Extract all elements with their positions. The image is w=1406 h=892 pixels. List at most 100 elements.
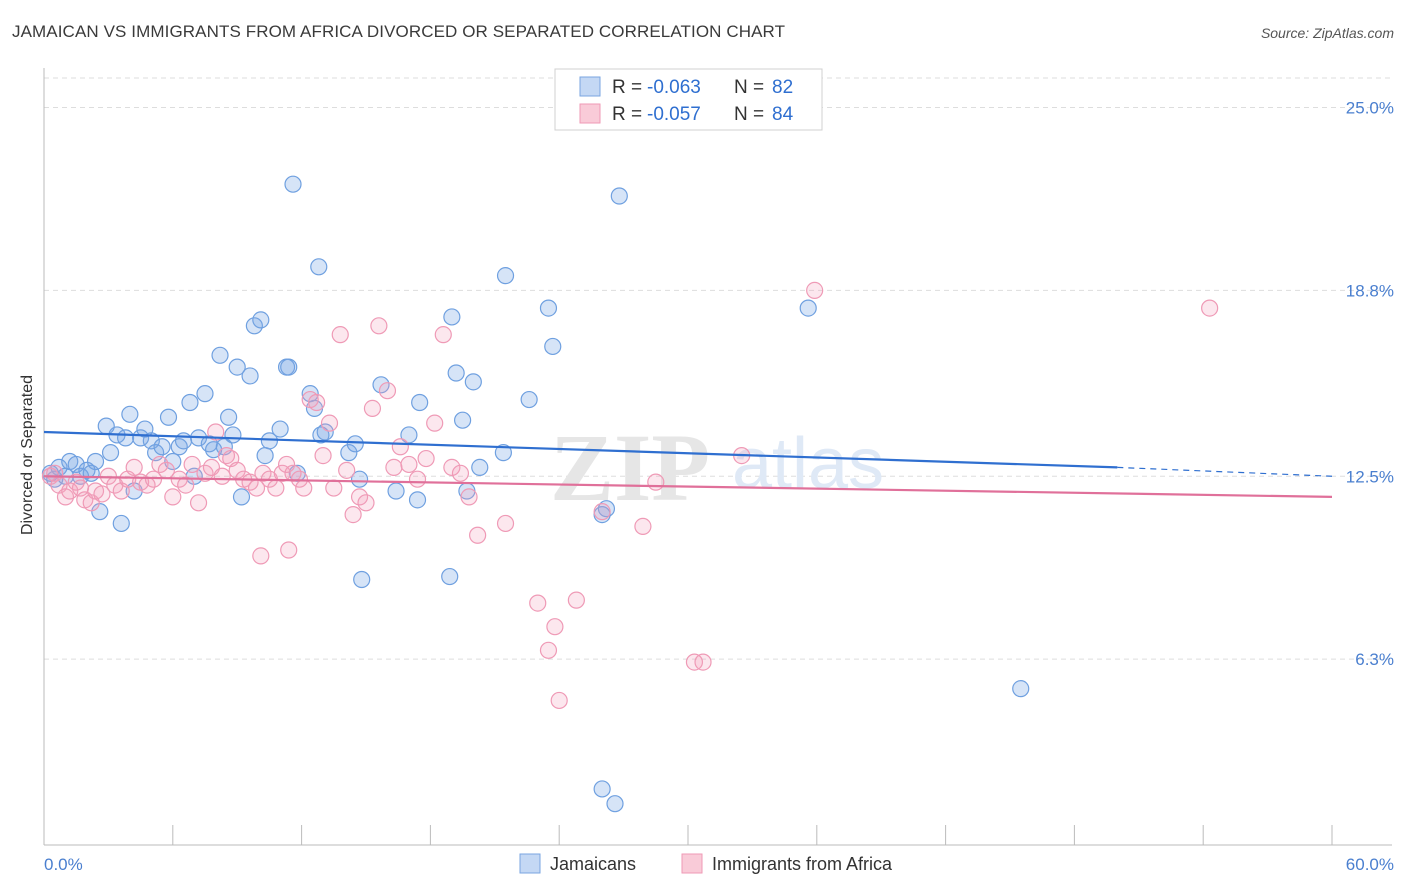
jamaicans-point-71 xyxy=(496,267,515,285)
trend-lines xyxy=(43,430,1333,498)
jamaicans-point-33 xyxy=(211,346,229,364)
axes xyxy=(43,68,1392,846)
jamaicans-point-75 xyxy=(593,780,611,798)
series-africa-points xyxy=(41,281,1219,710)
africa-point-82 xyxy=(252,547,270,565)
africa-point-52 xyxy=(350,488,369,506)
series-legend-jamaicans: Jamaicans xyxy=(550,854,636,874)
jamaicans-point-61 xyxy=(408,491,427,509)
africa-point-45 xyxy=(308,393,326,412)
jamaicans-point-47 xyxy=(284,175,302,193)
africa-point-40 xyxy=(277,455,296,474)
y-tick-2: 18.8% xyxy=(1346,281,1394,300)
africa-point-78 xyxy=(694,653,712,671)
africa-point-66 xyxy=(460,488,478,506)
watermark-zip: ZIP xyxy=(550,414,710,521)
africa-point-62 xyxy=(426,414,444,432)
africa-point-43 xyxy=(295,479,313,497)
africa-point-34 xyxy=(241,473,259,491)
africa-trend-line xyxy=(43,475,1333,498)
jamaicans-point-41 xyxy=(252,311,270,329)
jamaicans-point-53 xyxy=(316,423,334,441)
africa-point-72 xyxy=(550,691,568,710)
africa-point-81 xyxy=(1201,299,1219,317)
jamaicans-point-15 xyxy=(116,429,135,447)
jamaicans-point-14 xyxy=(112,514,130,533)
africa-point-69 xyxy=(529,594,547,612)
africa-point-46 xyxy=(314,447,332,465)
jamaicans-point-51 xyxy=(310,258,328,276)
jamaicans-point-66 xyxy=(454,411,472,429)
jamaicans-point-58 xyxy=(372,376,390,394)
jamaicans-point-64 xyxy=(443,308,461,326)
africa-point-48 xyxy=(325,479,343,497)
jamaicans-point-79 xyxy=(799,299,817,317)
jamaicans-point-70 xyxy=(494,444,512,462)
legend-r-label-1: R = xyxy=(612,77,642,98)
legend-n-value-1: 82 xyxy=(772,77,793,98)
jamaicans-point-56 xyxy=(350,470,369,488)
series-legend-swatch-africa xyxy=(681,853,703,874)
jamaicans-point-23 xyxy=(159,408,178,426)
legend-swatch-pink xyxy=(579,103,601,124)
stats-legend: R = -0.063 N = 82 R = -0.057 N = 84 xyxy=(554,68,823,131)
jamaicans-point-57 xyxy=(353,570,371,589)
africa-point-63 xyxy=(434,326,452,344)
watermark: ZIP atlas xyxy=(550,414,884,521)
jamaicans-point-40 xyxy=(245,317,263,335)
jamaicans-point-65 xyxy=(447,364,465,382)
africa-point-59 xyxy=(400,455,418,474)
africa-point-38 xyxy=(267,479,285,497)
jamaicans-point-18 xyxy=(132,429,150,447)
africa-point-56 xyxy=(378,382,397,400)
africa-point-4 xyxy=(61,482,79,500)
jamaicans-point-78 xyxy=(610,187,628,205)
africa-point-68 xyxy=(496,514,515,533)
africa-point-64 xyxy=(443,458,461,476)
africa-point-28 xyxy=(207,423,225,441)
jamaicans-point-16 xyxy=(121,405,139,423)
legend-r-value-2: -0.057 xyxy=(647,104,701,125)
y-tick-3: 25.0% xyxy=(1346,99,1394,118)
africa-point-26 xyxy=(196,464,214,482)
watermark-atlas: atlas xyxy=(732,424,884,504)
series-legend-swatch-jamaicans xyxy=(519,853,541,874)
africa-point-55 xyxy=(370,317,388,335)
x-tick-min: 0.0% xyxy=(44,855,83,874)
africa-point-29 xyxy=(213,467,231,485)
jamaicans-point-55 xyxy=(346,435,364,453)
africa-point-83 xyxy=(280,541,298,559)
africa-point-49 xyxy=(331,326,349,344)
legend-n-value-2: 84 xyxy=(772,104,794,125)
africa-point-71 xyxy=(546,618,564,636)
jamaicans-point-24 xyxy=(164,452,182,471)
africa-point-57 xyxy=(385,458,403,476)
africa-point-47 xyxy=(320,414,339,432)
jamaicans-point-39 xyxy=(241,367,259,385)
africa-point-15 xyxy=(125,458,143,476)
jamaicans-point-46 xyxy=(280,358,298,376)
africa-point-76 xyxy=(647,473,665,491)
africa-point-53 xyxy=(357,494,375,512)
africa-point-25 xyxy=(189,494,208,512)
jamaicans-point-59 xyxy=(387,482,405,500)
legend-r-value-1: -0.063 xyxy=(647,77,701,98)
jamaicans-point-37 xyxy=(228,358,246,376)
africa-point-24 xyxy=(183,455,201,474)
africa-point-73 xyxy=(567,591,585,609)
africa-point-80 xyxy=(806,281,824,299)
africa-point-58 xyxy=(391,438,409,456)
jamaicans-point-10 xyxy=(91,503,109,521)
y-tick-0: 6.3% xyxy=(1355,650,1394,669)
jamaicans-point-69 xyxy=(471,458,489,476)
africa-point-10 xyxy=(93,485,111,503)
jamaicans-point-72 xyxy=(520,390,538,409)
africa-point-51 xyxy=(344,505,362,524)
series-legend-africa: Immigrants from Africa xyxy=(712,854,893,874)
jamaicans-point-68 xyxy=(464,373,482,391)
jamaicans-trend-extension xyxy=(1117,466,1333,477)
jamaicans-point-74 xyxy=(544,337,562,356)
series-legend: Jamaicans Immigrants from Africa xyxy=(519,853,893,874)
jamaicans-point-44 xyxy=(271,420,289,438)
